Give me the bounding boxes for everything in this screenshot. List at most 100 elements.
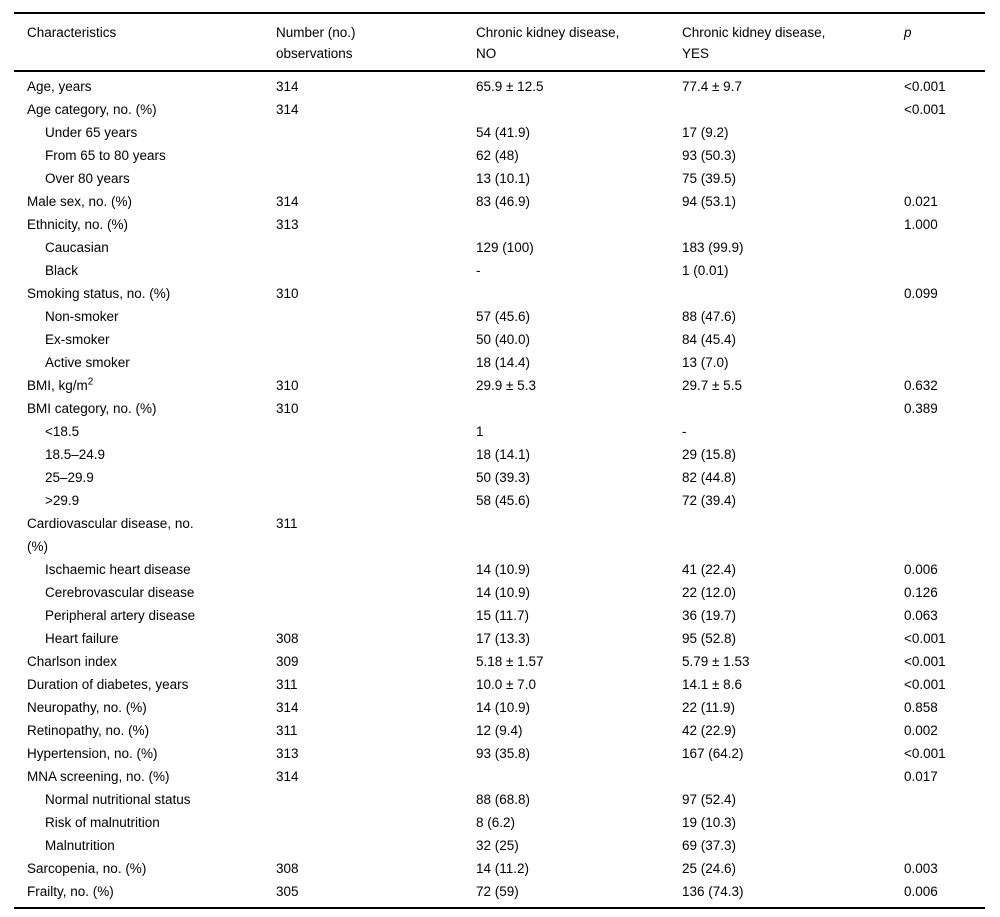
cell-characteristic: Normal nutritional status — [14, 788, 276, 811]
table-row: From 65 to 80 years 62 (48) 93 (50.3) — [14, 144, 985, 167]
cell-characteristic: Male sex, no. (%) — [14, 190, 276, 213]
table-body: Age, years 314 65.9 ± 12.5 77.4 ± 9.7 <0.001… — [14, 71, 985, 908]
cell-ckd-no: 32 (25) — [476, 838, 519, 853]
cell-p-value — [904, 443, 985, 466]
cell-ckd-no: 93 (35.8) — [476, 746, 531, 761]
cell-observations — [276, 328, 476, 351]
table-row: Ischaemic heart disease 14 (10.9) 41 (22.4… — [14, 558, 985, 581]
table-row: Age category, no. (%) 314 <0.001 — [14, 98, 985, 121]
cell-ckd-yes: - — [682, 424, 687, 439]
cell-characteristic: Cerebrovascular disease — [14, 581, 276, 604]
cell-observations: 310 — [276, 378, 299, 393]
characteristic-label: Neuropathy, no. (%) — [27, 700, 147, 715]
cell-ckd-no: 14 (10.9) — [476, 562, 531, 577]
cell-ckd-yes: 17 (9.2) — [682, 125, 729, 140]
column-header-line: YES — [682, 46, 710, 61]
column-header-line: Chronic kidney disease, — [476, 25, 620, 40]
characteristic-label: Charlson index — [27, 654, 118, 669]
cell-ckd-yes: 22 (12.0) — [682, 585, 737, 600]
table-row: Cerebrovascular disease 14 (10.9) 22 (12.0… — [14, 581, 985, 604]
table-row: Charlson index 309 5.18 ± 1.57 5.79 ± 1.53 <… — [14, 650, 985, 673]
cell-characteristic: Heart failure — [14, 627, 276, 650]
cell-ckd-no: 14 (10.9) — [476, 700, 531, 715]
table-row: Frailty, no. (%) 305 72 (59) 136 (74.3) 0.00… — [14, 880, 985, 908]
cell-ckd-no: 8 (6.2) — [476, 815, 516, 830]
characteristic-label: Black — [45, 263, 79, 278]
characteristic-label: Retinopathy, no. (%) — [27, 723, 150, 738]
cell-ckd-yes — [682, 213, 904, 236]
cell-p-value — [904, 788, 985, 811]
cell-p-value — [904, 305, 985, 328]
characteristic-label: Over 80 years — [45, 171, 130, 186]
cell-ckd-no — [476, 282, 682, 305]
cell-observations — [276, 305, 476, 328]
cell-characteristic: 18.5–24.9 — [14, 443, 276, 466]
cell-observations — [276, 443, 476, 466]
cell-characteristic: Non-smoker — [14, 305, 276, 328]
cell-ckd-yes: 136 (74.3) — [682, 884, 744, 899]
cell-ckd-yes: 94 (53.1) — [682, 194, 737, 209]
table-row: Active smoker 18 (14.4) 13 (7.0) — [14, 351, 985, 374]
column-header-line: Number (no.) — [276, 25, 356, 40]
characteristic-label: Peripheral artery disease — [45, 608, 196, 623]
cell-observations — [276, 351, 476, 374]
column-header-line: observations — [276, 46, 353, 61]
cell-p-value: <0.001 — [904, 654, 946, 669]
cell-p-value: 0.632 — [904, 378, 938, 393]
characteristic-label: Cardiovascular disease, no. — [27, 516, 194, 531]
cell-observations: 310 — [276, 401, 299, 416]
table-row: Normal nutritional status 88 (68.8) 97 (52… — [14, 788, 985, 811]
cell-ckd-no: 62 (48) — [476, 148, 519, 163]
characteristic-label: Frailty, no. (%) — [27, 884, 114, 899]
cell-ckd-no: 54 (41.9) — [476, 125, 531, 140]
cell-ckd-no: 18 (14.4) — [476, 355, 531, 370]
characteristic-label: Normal nutritional status — [45, 792, 191, 807]
column-header-line: Characteristics — [27, 25, 117, 40]
cell-p-value — [904, 167, 985, 190]
cell-ckd-no: 15 (11.7) — [476, 608, 530, 623]
cell-p-value: 0.021 — [904, 194, 938, 209]
cell-p-value: <0.001 — [904, 677, 946, 692]
table-row: Risk of malnutrition 8 (6.2) 19 (10.3) — [14, 811, 985, 834]
cell-ckd-yes: 183 (99.9) — [682, 240, 744, 255]
characteristic-label: Age, years — [27, 79, 92, 94]
baseline-characteristics-table: Characteristics Number (no.) observations C… — [14, 12, 985, 909]
cell-ckd-no: 14 (11.2) — [476, 861, 530, 876]
table-row: 25–29.9 50 (39.3) 82 (44.8) — [14, 466, 985, 489]
characteristic-label: MNA screening, no. (%) — [27, 769, 170, 784]
cell-p-value: 0.006 — [904, 884, 938, 899]
table-row: Ex-smoker 50 (40.0) 84 (45.4) — [14, 328, 985, 351]
cell-ckd-yes: 82 (44.8) — [682, 470, 737, 485]
table-row: <18.5 1 - — [14, 420, 985, 443]
cell-ckd-no — [476, 512, 682, 558]
cell-characteristic: Ethnicity, no. (%) — [14, 213, 276, 236]
cell-characteristic: Under 65 years — [14, 121, 276, 144]
cell-observations — [276, 581, 476, 604]
cell-observations — [276, 489, 476, 512]
cell-p-value — [904, 259, 985, 282]
characteristic-label: Ischaemic heart disease — [45, 562, 191, 577]
table-row: BMI category, no. (%) 310 0.389 — [14, 397, 985, 420]
column-header-line: NO — [476, 46, 497, 61]
cell-observations: 313 — [276, 746, 299, 761]
cell-observations — [276, 834, 476, 857]
cell-ckd-no: 1 — [476, 424, 484, 439]
cell-ckd-yes: 14.1 ± 8.6 — [682, 677, 742, 692]
column-header-ckd-no: Chronic kidney disease, NO — [476, 13, 682, 72]
cell-ckd-no: 88 (68.8) — [476, 792, 531, 807]
cell-p-value: 0.002 — [904, 723, 938, 738]
table-row: Ethnicity, no. (%) 313 1.000 — [14, 213, 985, 236]
table-row: Smoking status, no. (%) 310 0.099 — [14, 282, 985, 305]
cell-ckd-no: 65.9 ± 12.5 — [476, 79, 544, 94]
table-row: Hypertension, no. (%) 313 93 (35.8) 167 (64… — [14, 742, 985, 765]
table-row: Caucasian 129 (100) 183 (99.9) — [14, 236, 985, 259]
characteristic-label: Malnutrition — [45, 838, 115, 853]
cell-characteristic: Age category, no. (%) — [14, 98, 276, 121]
column-header-line: Chronic kidney disease, — [682, 25, 826, 40]
table-row: Cardiovascular disease, no. (%) 311 — [14, 512, 985, 558]
cell-characteristic: Sarcopenia, no. (%) — [14, 857, 276, 880]
cell-observations — [276, 121, 476, 144]
table-row: Duration of diabetes, years 311 10.0 ± 7.0… — [14, 673, 985, 696]
table-row: Neuropathy, no. (%) 314 14 (10.9) 22 (11.9)… — [14, 696, 985, 719]
cell-p-value: 1.000 — [904, 217, 938, 232]
